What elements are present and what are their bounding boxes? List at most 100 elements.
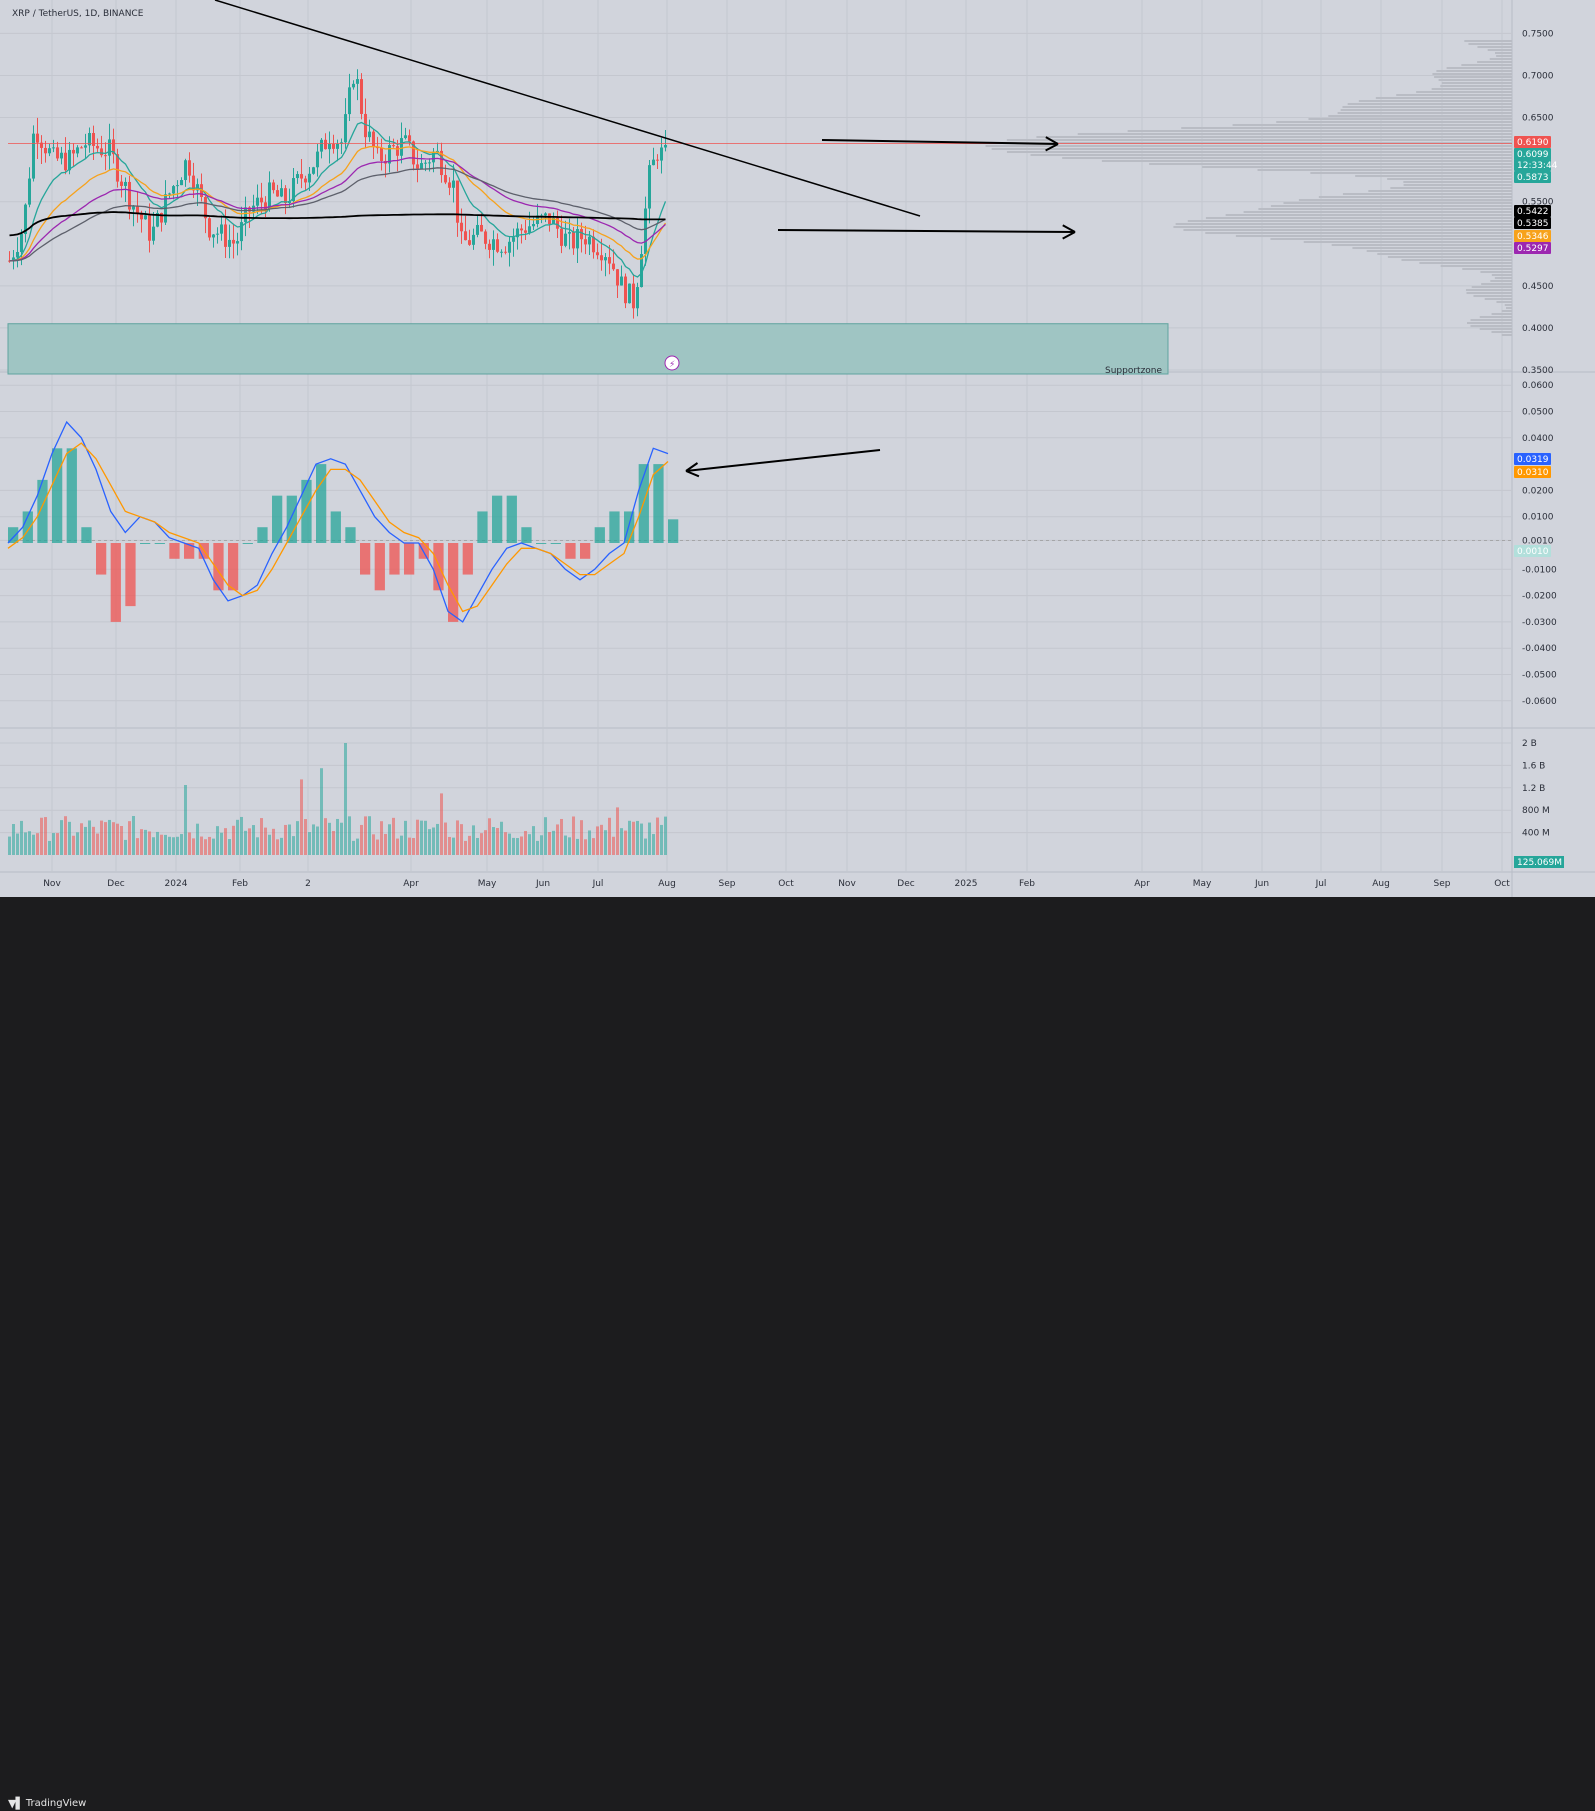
volume-bar [168, 836, 171, 855]
macd-line [7, 420, 669, 623]
profile-bar [1501, 334, 1512, 336]
tradingview-brand[interactable]: ▼▌ TradingView [8, 1795, 86, 1811]
candle-body [140, 212, 143, 220]
profile-bar [991, 148, 1512, 150]
macd-histogram-bar [52, 448, 63, 543]
profile-bar [1403, 181, 1512, 183]
profile-bar [1387, 256, 1512, 258]
candle-body [448, 182, 451, 188]
time-axis[interactable]: Nov Dec 2024 Feb 2 Apr May Jun Jul Aug Sep Oct Nov De… [43, 879, 1510, 889]
profile-bar [1006, 139, 1512, 141]
ema-mid-line [9, 146, 667, 262]
volume-profile [985, 40, 1512, 336]
price-axis[interactable]: 0.7500 0.7000 0.6500 0.5500 0.4500 0.4000 0.35… [1514, 29, 1564, 868]
symbol-title[interactable]: XRP / TetherUS, 1D, BINANCE [12, 9, 144, 19]
time-tick-label: May [1193, 879, 1212, 889]
macd-histogram-bar [330, 511, 341, 543]
profile-bar [1490, 280, 1512, 282]
volume-bar [512, 837, 515, 855]
macd-histogram-bar [565, 543, 576, 559]
profile-bar [1470, 319, 1512, 321]
macd-histogram-bar [404, 543, 415, 575]
profile-bar [1181, 127, 1512, 129]
volume-bar [172, 837, 175, 855]
tradingview-chart[interactable]: Supportzone ⚡ 0.7500 0.7000 0.6500 0.5500 0.4… [0, 0, 1595, 897]
candle-body [188, 160, 191, 176]
candle-body [380, 147, 383, 161]
candle-body [216, 233, 219, 235]
left-arrow-macd [685, 449, 881, 478]
candle-body [276, 190, 279, 197]
volume-bar [48, 840, 51, 855]
candle-body [20, 234, 23, 253]
volume-bar [464, 840, 467, 855]
volume-bar [492, 827, 495, 855]
profile-bar [1466, 292, 1512, 294]
volume-bar [404, 820, 407, 855]
right-arrow-lower [777, 224, 1076, 240]
profile-bar [1477, 61, 1512, 63]
candle-body [364, 113, 367, 138]
macd-histogram-bar [184, 543, 195, 559]
macd-tag: 0.0319 [1514, 453, 1551, 465]
candle-body [348, 87, 351, 115]
candle-body [48, 148, 51, 154]
candle-body [32, 133, 35, 179]
candle-body [396, 146, 399, 156]
candle-body [472, 234, 475, 245]
volume-bar [416, 819, 419, 855]
time-tick-label: Dec [107, 879, 124, 889]
profile-bar [1416, 91, 1512, 93]
profile-bar [1337, 112, 1512, 114]
candle-body [572, 232, 575, 249]
candle-body [212, 234, 215, 238]
profile-bar [1479, 316, 1512, 318]
support-zone-box [7, 323, 1169, 375]
profile-bar [1489, 58, 1512, 60]
volume-bar [548, 832, 551, 855]
volume-bar [92, 826, 95, 855]
candle-body [120, 181, 123, 186]
candle-body [176, 185, 179, 187]
ema-long-line [9, 167, 666, 262]
candle-body [44, 147, 47, 154]
volume-bar [60, 820, 63, 855]
time-tick-label: Sep [719, 879, 736, 889]
candle-body [152, 226, 155, 241]
candle-body [320, 139, 323, 152]
candle-body [416, 164, 419, 169]
chart-area[interactable]: Supportzone ⚡ 0.7500 0.7000 0.6500 0.5500 0.4… [0, 0, 1595, 917]
candle-body [16, 252, 19, 258]
volume-bar [528, 834, 531, 855]
candle-body [172, 186, 175, 194]
price-tag: 0.5422 [1514, 205, 1551, 217]
volume-bar [652, 834, 655, 855]
macd-histogram-bar [550, 543, 561, 544]
time-tick-label: Jun [535, 879, 550, 889]
volume-bar [76, 832, 79, 855]
time-tick-label: Jul [1315, 879, 1327, 889]
candle-body [612, 263, 615, 270]
sma-200-line [9, 211, 666, 237]
volume-bar [88, 820, 91, 855]
candle-body [532, 224, 535, 227]
price-tag: 12:33:44 [1514, 159, 1558, 171]
volume-bar [272, 828, 275, 855]
volume-bar [648, 822, 651, 855]
volume-bar [376, 839, 379, 855]
profile-bar [1491, 331, 1512, 333]
tag-label: 0.0310 [1517, 468, 1549, 478]
volume-bar [104, 822, 107, 855]
candle-body [256, 197, 259, 206]
volume-bar [508, 833, 511, 855]
candle-body [524, 230, 527, 233]
candle-body [404, 135, 407, 139]
volume-tick-label: 1.2 B [1522, 784, 1545, 794]
volume-bar [64, 816, 67, 855]
volume-bar [160, 834, 163, 855]
volume-bar [496, 828, 499, 855]
candle-body [324, 139, 327, 150]
volume-bar [260, 818, 263, 855]
candle-body [192, 175, 195, 191]
volume-bar [428, 829, 431, 855]
